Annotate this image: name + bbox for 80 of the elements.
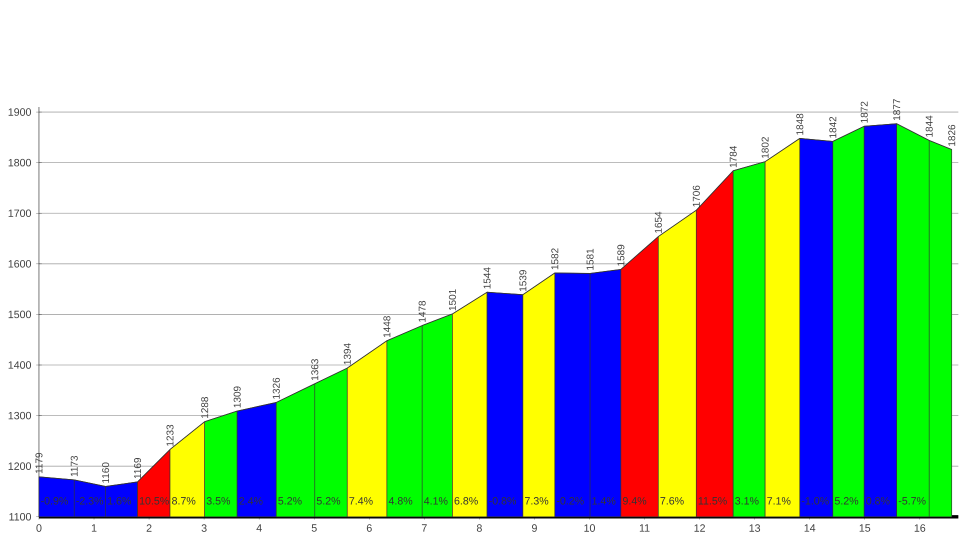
annotation: 4.8%: [388, 497, 412, 505]
x-tick-label: 5: [312, 524, 317, 532]
x-tick-label: 0: [36, 524, 42, 532]
annotation: -5.7%: [898, 497, 926, 505]
y-tick-label: 1500: [8, 310, 32, 318]
data-label: 1706: [692, 186, 700, 207]
annotation: 5.2%: [278, 497, 302, 505]
data-label: 1544: [484, 267, 491, 289]
x-tick-label: 14: [804, 524, 816, 532]
annotation: 3.5%: [206, 497, 230, 505]
annotation: 5.2%: [834, 497, 858, 505]
data-label: 1448: [383, 316, 390, 338]
data-label: 1169: [134, 458, 142, 478]
data-label: 1179: [35, 453, 42, 474]
data-label: 1654: [654, 212, 662, 233]
data-label: 1309: [234, 386, 241, 408]
annotation: 8.7%: [172, 497, 196, 505]
data-label: 1478: [418, 301, 426, 322]
data-label: 1394: [344, 343, 351, 364]
data-label: 1363: [311, 359, 318, 380]
data-label: 1844: [926, 116, 933, 137]
data-label: 1160: [102, 462, 110, 483]
annotation: -0.2%: [556, 497, 584, 505]
x-tick-label: 13: [750, 524, 760, 532]
data-label: 1173: [70, 456, 78, 476]
data-label: 1842: [829, 116, 836, 138]
annotation: 1.4%: [592, 497, 616, 505]
data-label: 1848: [796, 114, 804, 135]
x-tick-label: 3: [202, 524, 207, 532]
y-tick-label: 1900: [8, 108, 32, 116]
data-label: 1326: [272, 378, 280, 399]
annotation: 7.6%: [660, 497, 684, 505]
x-tick-label: 12: [694, 524, 705, 532]
data-label: 1582: [551, 248, 558, 270]
data-label: 1501: [448, 289, 456, 310]
y-tick-label: 1600: [8, 260, 32, 268]
y-tick-label: 1100: [9, 513, 32, 521]
annotation: -2.3%: [76, 497, 104, 505]
annotation: -0.9%: [41, 497, 68, 505]
data-label: 1872: [860, 102, 868, 123]
annotation: 10.5%: [140, 497, 169, 505]
annotation: 3.1%: [735, 497, 759, 505]
x-tick-label: 2: [146, 524, 152, 532]
annotation: 1.6%: [108, 497, 131, 505]
annotation: -0.8%: [489, 497, 516, 505]
annotation: 11.5%: [698, 497, 727, 505]
annotation: -1.0%: [802, 497, 829, 505]
x-tick-label: 1: [92, 524, 96, 532]
y-tick-label: 1300: [8, 412, 32, 420]
annotation: 7.1%: [767, 497, 791, 505]
y-tick-label: 1700: [8, 210, 32, 218]
x-tick-label: 7: [422, 524, 427, 532]
x-tick-label: 15: [860, 524, 870, 532]
annotation: 9.4%: [622, 497, 646, 505]
x-tick-label: 4: [256, 524, 262, 532]
data-label: 1288: [201, 397, 208, 418]
data-label: 1784: [730, 146, 737, 168]
annotation: 7.3%: [525, 497, 548, 505]
annotation: 6.8%: [454, 497, 478, 505]
data-label: 1826: [948, 124, 956, 146]
data-label: 1802: [762, 137, 769, 158]
data-label: 1233: [166, 424, 174, 446]
annotation: 0.8%: [866, 497, 890, 505]
annotation: 7.4%: [349, 497, 373, 505]
data-label: 1589: [617, 244, 624, 266]
y-tick-label: 1200: [8, 462, 32, 470]
x-tick-label: 9: [532, 524, 537, 532]
data-label: 1877: [893, 99, 900, 120]
data-label: 1539: [519, 270, 526, 292]
x-tick-label: 16: [914, 524, 926, 532]
x-tick-label: 6: [366, 524, 372, 532]
annotation: 2.4%: [239, 497, 263, 505]
x-tick-label: 11: [640, 524, 650, 532]
x-tick-label: 8: [476, 524, 482, 532]
y-tick-label: 1800: [8, 158, 32, 167]
data-label: 1581: [586, 248, 594, 270]
annotation: 4.1%: [424, 497, 448, 505]
annotation: 5.2%: [316, 497, 340, 505]
y-tick-label: 1400: [8, 361, 32, 369]
x-tick-label: 10: [584, 524, 595, 532]
